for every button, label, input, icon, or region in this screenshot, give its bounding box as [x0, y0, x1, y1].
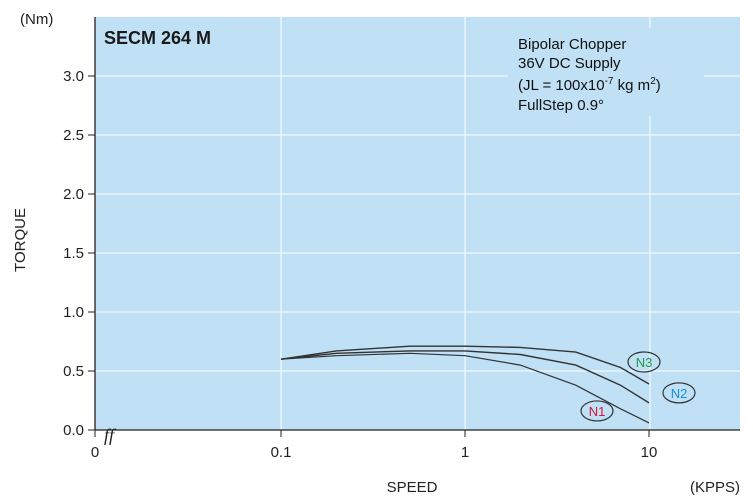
chart-title: SECM 264 M — [104, 28, 211, 48]
note-line-3-sup-1: -7 — [605, 76, 614, 87]
curve-n3 — [280, 345, 650, 385]
note-line-3-sup-2: 2 — [650, 76, 656, 87]
curve-label-ring-n2 — [662, 382, 696, 404]
curve-labels: N1 N2 N3 — [580, 351, 696, 422]
y-tick-label-4: 2.0 — [63, 186, 84, 203]
series-layer — [280, 345, 650, 424]
curve-n1 — [280, 352, 650, 424]
y-tick-label-2: 1.0 — [63, 304, 84, 321]
y-axis-title: TORQUE — [12, 208, 29, 272]
note-line-3: (JL = 100x10-7 kg m2) — [518, 76, 661, 94]
y-tick-label-5: 2.5 — [63, 127, 84, 144]
y-tick-label-0: 0.0 — [63, 422, 84, 439]
x-tick-label-3: 10 — [641, 444, 658, 461]
axes — [88, 17, 740, 437]
note-line-3-pre: (JL = 100x10 — [518, 77, 605, 94]
x-tick-label-2: 1 — [461, 444, 469, 461]
curve-label-ring-n3 — [627, 351, 661, 373]
note-line-3-post: ) — [656, 77, 661, 94]
x-axis-title: SPEED — [387, 479, 438, 496]
y-tick-label-3: 1.5 — [63, 245, 84, 262]
note-line-4: FullStep 0.9° — [518, 97, 604, 114]
curve-label-n3: N3 — [636, 355, 653, 370]
tick-labels: 0.0 0.5 1.0 1.5 2.0 2.5 3.0 0 0.1 1 10 — [63, 68, 657, 461]
note-line-2: 36V DC Supply — [518, 55, 621, 72]
curve-label-n1: N1 — [589, 404, 606, 419]
axis-break-mark: ff — [104, 425, 117, 445]
y-unit: (Nm) — [20, 11, 53, 28]
x-tick-label-0: 0 — [91, 444, 99, 461]
note-line-3-mid: kg m — [614, 77, 651, 94]
note-line-1: Bipolar Chopper — [518, 36, 626, 53]
conditions-note: Bipolar Chopper 36V DC Supply (JL = 100x… — [508, 28, 704, 116]
curve-label-ring-n1 — [580, 400, 614, 422]
note-bg — [508, 28, 704, 116]
y-tick-label-1: 0.5 — [63, 363, 84, 380]
x-tick-label-1: 0.1 — [271, 444, 292, 461]
x-unit: (KPPS) — [690, 479, 740, 496]
curve-n2 — [280, 350, 650, 404]
y-tick-label-6: 3.0 — [63, 68, 84, 85]
curve-label-n2: N2 — [671, 386, 688, 401]
